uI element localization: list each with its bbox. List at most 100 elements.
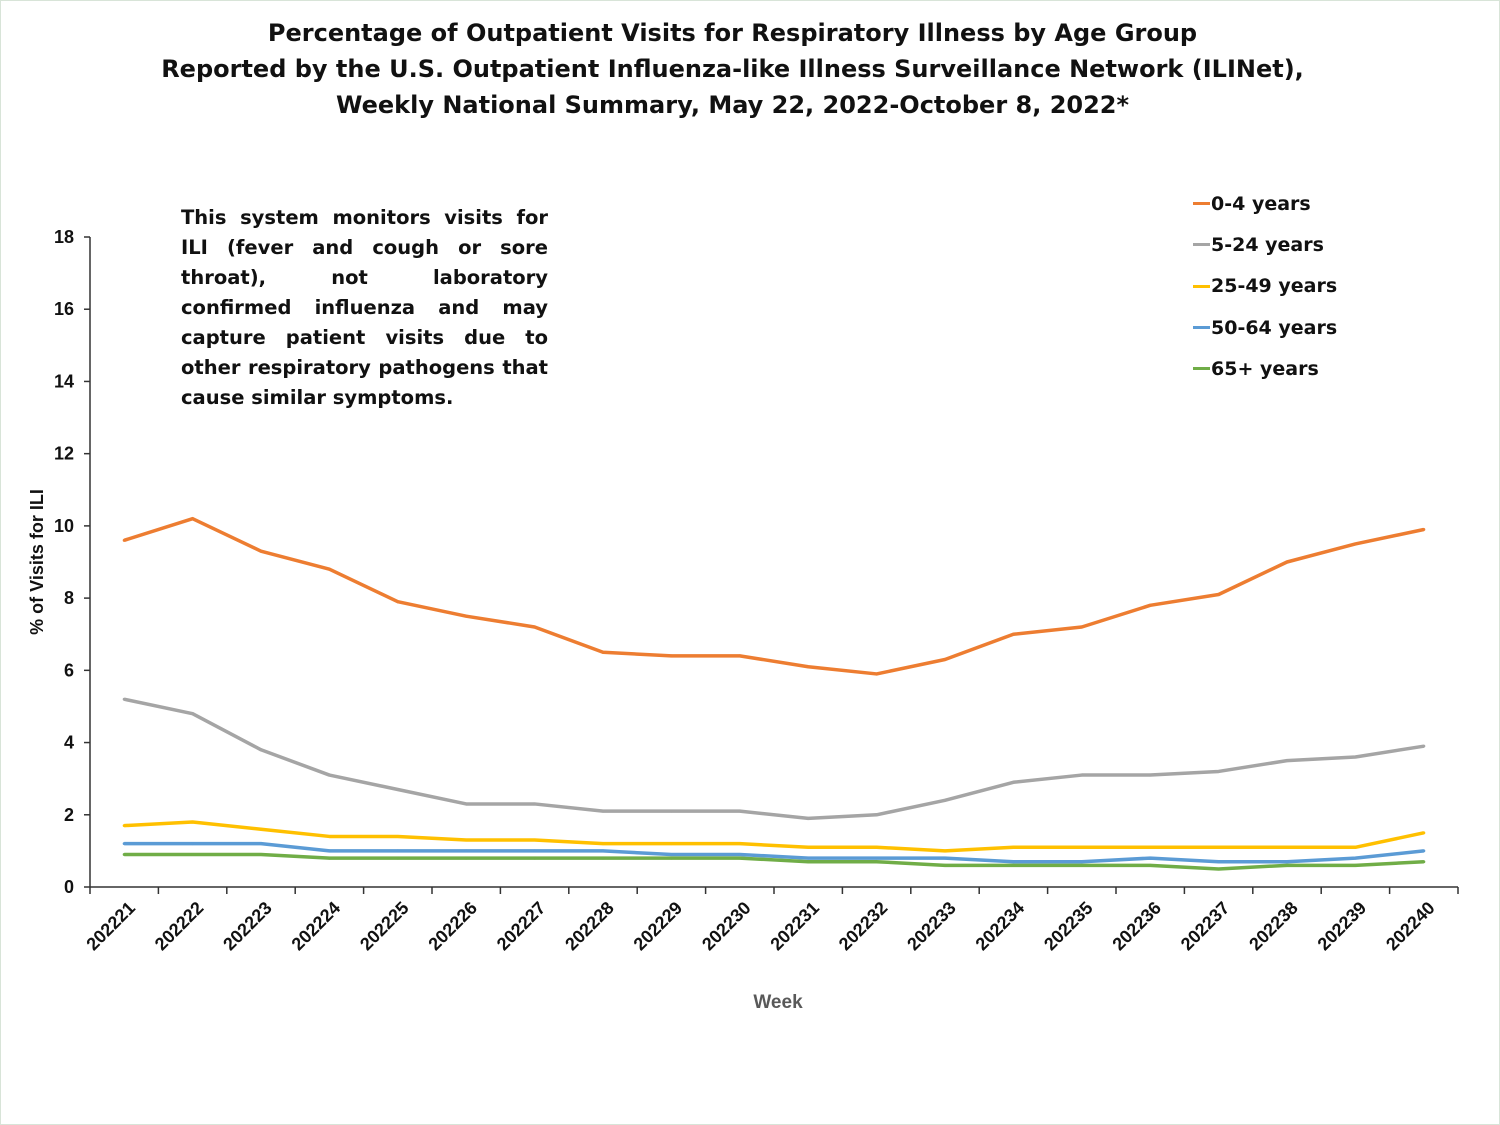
data-point-25-49-years — [1080, 845, 1084, 849]
legend-item-5-24-years: 5-24 years — [1193, 224, 1337, 265]
data-point-5-24-years — [875, 813, 879, 817]
x-tick-label: 202235 — [1040, 898, 1097, 955]
data-point-65plus-years — [943, 863, 947, 867]
y-tick-label: 14 — [54, 371, 74, 391]
chart-title: Percentage of Outpatient Visits for Resp… — [0, 15, 1465, 123]
data-point-65plus-years — [1080, 863, 1084, 867]
data-point-0-4-years — [1011, 632, 1015, 636]
title-line-3: Weekly National Summary, May 22, 2022-Oc… — [335, 91, 1130, 119]
data-point-65plus-years — [533, 856, 537, 860]
data-point-50-64-years — [875, 856, 879, 860]
data-point-25-49-years — [738, 842, 742, 846]
y-tick-label: 2 — [64, 805, 74, 825]
data-point-50-64-years — [327, 849, 331, 853]
data-point-65plus-years — [1148, 863, 1152, 867]
legend-swatch — [1193, 284, 1210, 288]
legend-label: 25-49 years — [1211, 275, 1338, 298]
data-point-0-4-years — [191, 517, 195, 521]
data-point-65plus-years — [875, 860, 879, 864]
data-point-65plus-years — [601, 856, 605, 860]
data-point-65plus-years — [191, 853, 195, 856]
data-point-0-4-years — [1285, 560, 1289, 564]
data-point-25-49-years — [327, 834, 331, 838]
title-line-2: Reported by the U.S. Outpatient Influenz… — [161, 55, 1304, 83]
x-tick-label: 202230 — [698, 898, 755, 955]
data-point-5-24-years — [533, 802, 537, 806]
legend: 0-4 years 5-24 years 25-49 years 50-64 year… — [1193, 183, 1337, 389]
data-point-0-4-years — [533, 625, 537, 629]
data-point-5-24-years — [1422, 744, 1426, 748]
data-point-0-4-years — [1080, 625, 1084, 629]
data-point-0-4-years — [806, 665, 810, 669]
data-point-25-49-years — [1217, 845, 1221, 849]
data-point-25-49-years — [669, 842, 673, 846]
data-point-50-64-years — [396, 849, 400, 853]
x-tick-label: 202227 — [493, 898, 550, 955]
data-point-0-4-years — [396, 600, 400, 604]
legend-swatch — [1193, 202, 1210, 206]
x-tick-label: 202221 — [82, 898, 139, 955]
data-point-65plus-years — [464, 856, 468, 860]
data-point-50-64-years — [943, 856, 947, 860]
x-axis-label: Week — [753, 992, 803, 1013]
data-point-25-49-years — [122, 824, 126, 828]
data-point-25-49-years — [191, 820, 195, 824]
data-point-5-24-years — [738, 809, 742, 813]
data-point-50-64-years — [1080, 860, 1084, 864]
title-line-1: Percentage of Outpatient Visits for Resp… — [267, 19, 1198, 47]
data-point-5-24-years — [806, 816, 810, 820]
data-point-0-4-years — [122, 538, 126, 542]
data-point-25-49-years — [1353, 845, 1357, 849]
legend-item-65plus-years: 65+ years — [1193, 348, 1337, 389]
data-point-25-49-years — [533, 838, 537, 842]
series-line-65plus-years — [124, 852, 1424, 871]
data-point-0-4-years — [1148, 603, 1152, 607]
data-point-0-4-years — [669, 654, 673, 658]
data-point-0-4-years — [943, 658, 947, 661]
data-point-25-49-years — [1285, 845, 1289, 849]
data-point-0-4-years — [464, 614, 468, 618]
legend-swatch — [1193, 367, 1210, 371]
data-point-5-24-years — [1285, 759, 1289, 763]
data-point-50-64-years — [1353, 856, 1357, 860]
chart-note: This system monitors visits for ILI (fev… — [181, 206, 548, 409]
data-point-0-4-years — [1422, 528, 1426, 531]
x-tick-label: 202232 — [835, 898, 892, 955]
data-point-65plus-years — [396, 856, 400, 860]
data-point-50-64-years — [1217, 860, 1221, 864]
data-point-5-24-years — [601, 809, 605, 813]
data-point-0-4-years — [738, 654, 742, 658]
y-tick-label: 0 — [64, 877, 74, 897]
data-point-65plus-years — [1285, 863, 1289, 867]
x-tick-label: 202234 — [972, 898, 1029, 955]
x-tick-label: 202237 — [1177, 898, 1234, 955]
data-point-25-49-years — [601, 842, 605, 846]
data-point-50-64-years — [191, 842, 195, 846]
data-point-5-24-years — [396, 788, 400, 791]
x-tick-label: 202239 — [1314, 898, 1371, 955]
data-point-50-64-years — [464, 849, 468, 853]
x-tick-label: 202222 — [151, 898, 208, 955]
data-point-50-64-years — [1148, 856, 1152, 860]
y-tick-label: 16 — [54, 299, 74, 319]
data-point-50-64-years — [738, 853, 742, 856]
legend-item-50-64-years: 50-64 years — [1193, 307, 1337, 348]
series-line-50-64-years — [124, 841, 1424, 864]
series-line-5-24-years — [123, 697, 1425, 821]
data-point-5-24-years — [1353, 755, 1357, 759]
legend-label: 50-64 years — [1211, 316, 1338, 339]
data-point-25-49-years — [464, 838, 468, 842]
x-tick-label: 202240 — [1382, 898, 1439, 955]
data-point-5-24-years — [1080, 773, 1084, 777]
y-tick-label: 18 — [54, 227, 74, 247]
x-tick-label: 202226 — [424, 898, 481, 955]
x-tick-label: 202233 — [903, 898, 960, 955]
data-point-50-64-years — [533, 849, 537, 853]
data-point-65plus-years — [1217, 867, 1221, 871]
x-tick-label: 202229 — [630, 898, 687, 955]
data-point-50-64-years — [259, 842, 263, 846]
data-point-50-64-years — [806, 856, 810, 860]
x-tick-label: 202231 — [766, 898, 823, 955]
data-point-65plus-years — [738, 856, 742, 860]
y-tick-label: 10 — [54, 516, 74, 536]
